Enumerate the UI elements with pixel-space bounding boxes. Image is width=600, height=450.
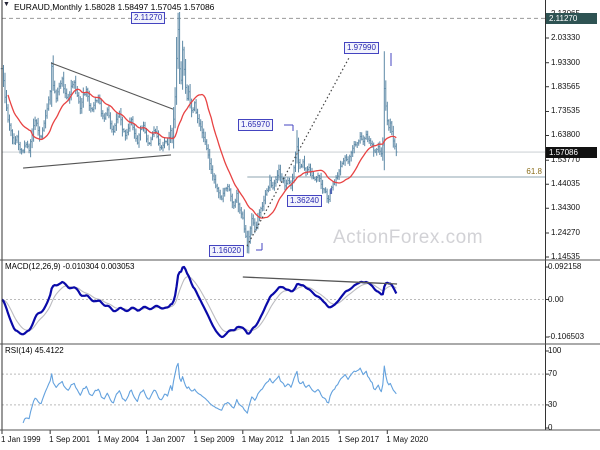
- price-tick-label: 1.34300: [551, 203, 580, 213]
- symbol-label: EURAUD,Monthly: [14, 2, 83, 12]
- time-tick-label: 1 Jan 2015: [289, 435, 330, 444]
- time-tick-label: 1 May 2004: [97, 435, 140, 444]
- time-tick-label: 1 May 2020: [386, 435, 429, 444]
- price-axis-tag-current: 1.57086: [546, 146, 597, 158]
- rsi-panel-label: RSI(14) 45.4122: [5, 346, 64, 355]
- watermark: ActionForex.com: [333, 227, 484, 248]
- price-tick-label: 1.24270: [551, 227, 580, 237]
- price-tick-label: 1.93300: [551, 57, 580, 67]
- price-tick-label: 1.14535: [551, 251, 580, 261]
- time-tick-label: 1 May 2012: [241, 435, 284, 444]
- price-level-label[interactable]: 2.11270: [131, 12, 166, 24]
- macd-tick-label: 0.00: [548, 294, 564, 304]
- price-level-label[interactable]: 1.16020: [209, 245, 244, 257]
- macd-panel-label: MACD(12,26,9) -0.010304 0.003053: [5, 262, 135, 271]
- price-level-label[interactable]: 1.36240: [287, 195, 322, 207]
- time-tick-label: 1 Sep 2001: [49, 435, 91, 444]
- price-level-label[interactable]: 1.97990: [344, 42, 379, 54]
- macd-tick-label: 0.092158: [548, 262, 582, 272]
- ohlc-values: 1.58028 1.58497 1.57045 1.57086: [84, 2, 215, 12]
- time-tick-label: 1 Jan 2007: [145, 435, 186, 444]
- price-tick-label: 1.73535: [551, 106, 580, 116]
- collapse-arrow-icon[interactable]: ▼: [3, 1, 10, 8]
- rsi-tick-label: 100: [548, 346, 562, 355]
- price-tick-label: 2.03330: [551, 32, 580, 42]
- price-tick-label: 1.63800: [551, 130, 580, 140]
- chart-title: EURAUD,Monthly 1.58028 1.58497 1.57045 1…: [14, 2, 214, 12]
- macd-tick-label: -0.106503: [548, 332, 585, 342]
- rsi-tick-label: 70: [548, 369, 557, 379]
- time-tick-label: 1 Sep 2017: [338, 435, 380, 444]
- time-tick-label: 1 Sep 2009: [193, 435, 235, 444]
- price-tick-label: 1.83565: [551, 81, 580, 91]
- price-tick-label: 1.53770: [551, 155, 580, 165]
- fib-61-8-label: 61.8: [526, 167, 542, 176]
- time-tick-label: 1 Jan 1999: [1, 435, 41, 444]
- price-level-label[interactable]: 1.65970: [238, 119, 273, 131]
- price-axis-tag-high: 2.11270: [546, 12, 597, 24]
- price-tick-label: 1.44035: [551, 179, 580, 189]
- rsi-tick-label: 0: [548, 423, 553, 432]
- rsi-tick-label: 30: [548, 399, 557, 409]
